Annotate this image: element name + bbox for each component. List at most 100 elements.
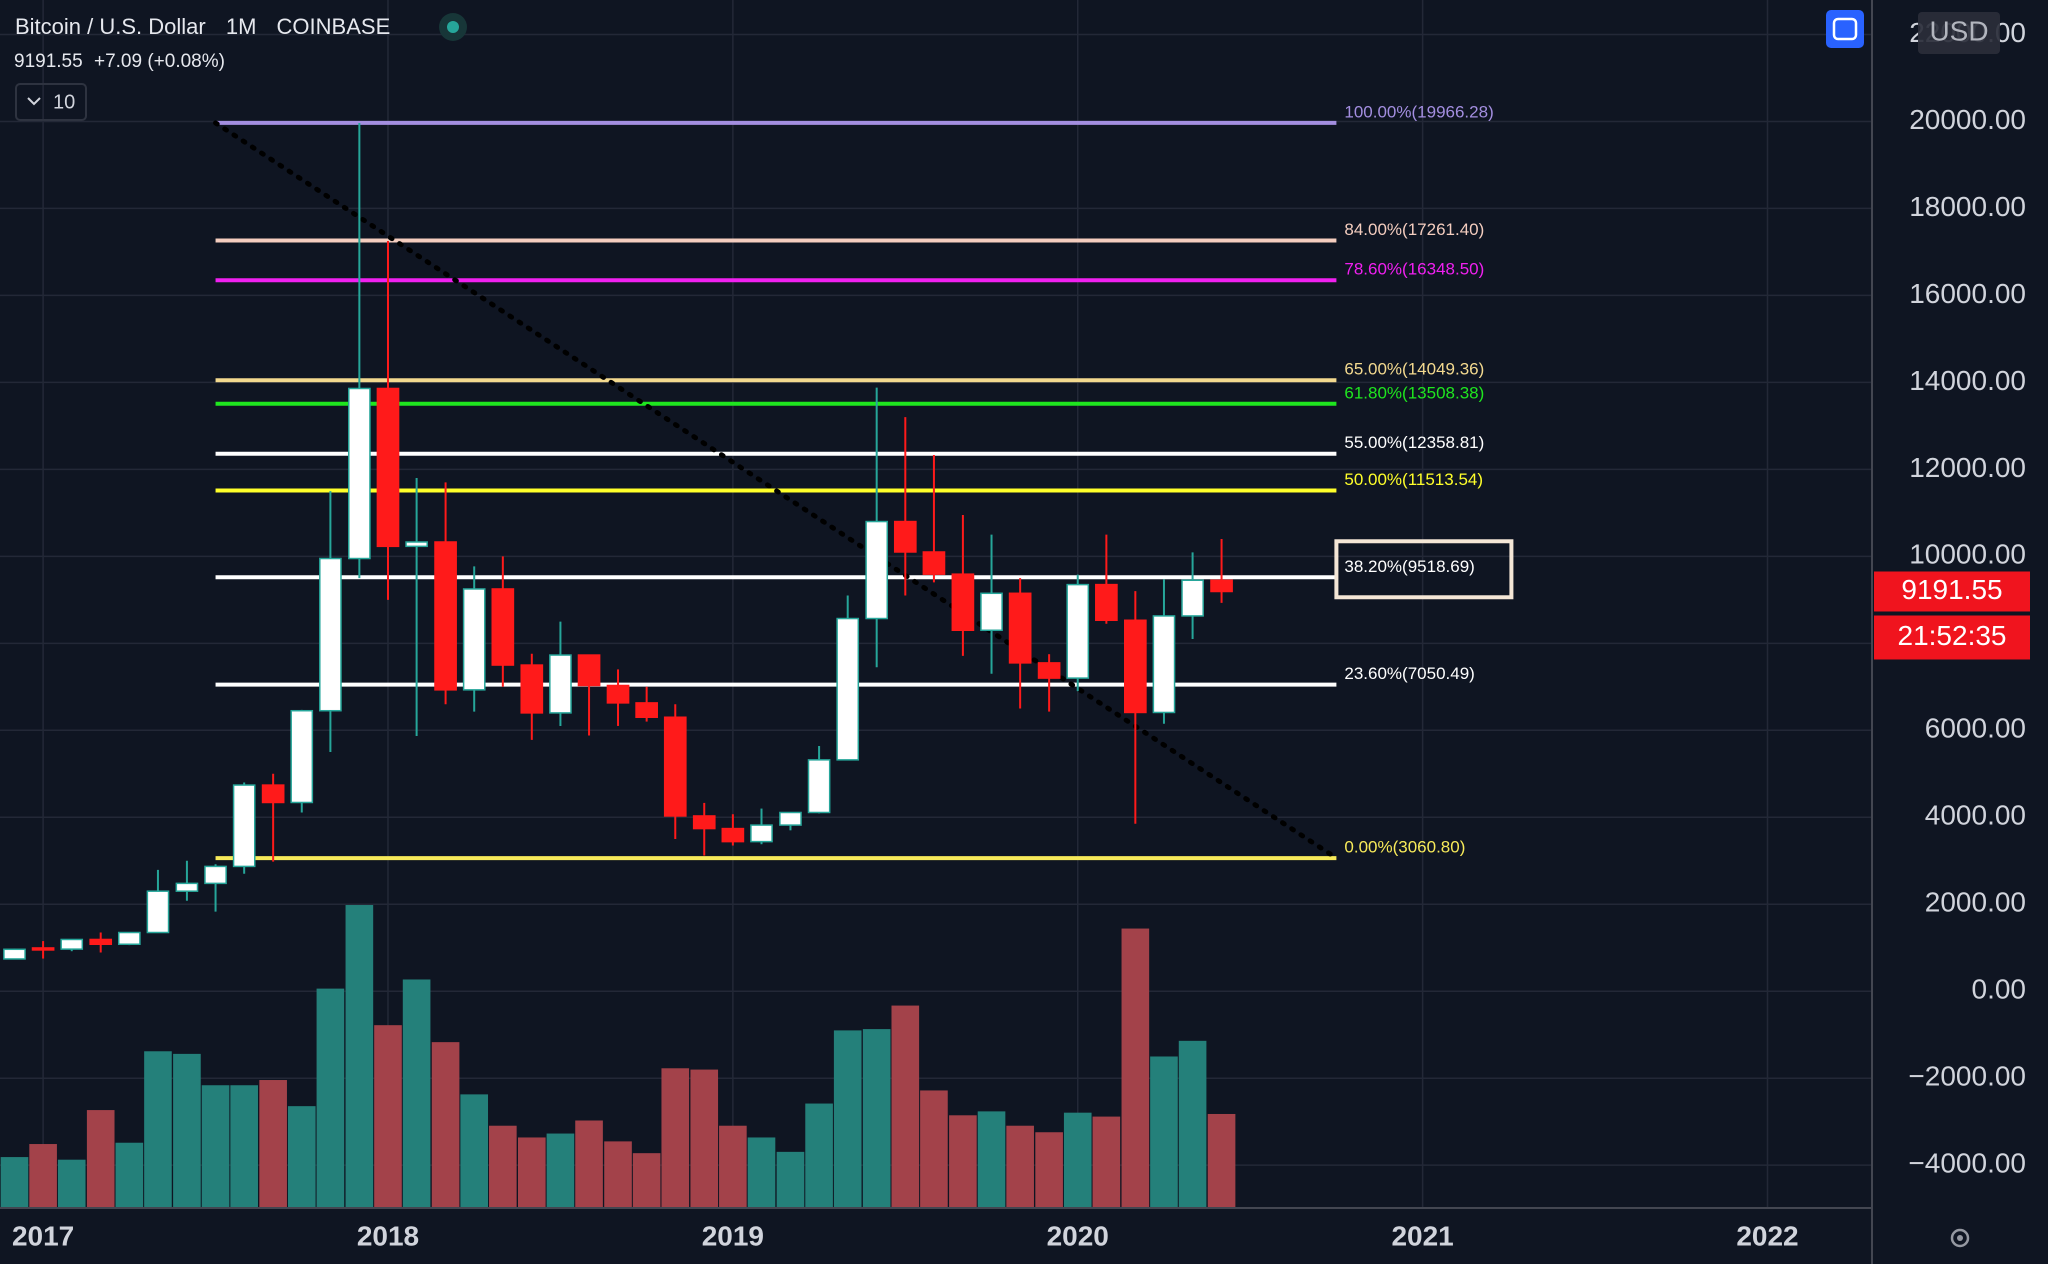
y-tick-label: 4000.00 [1925, 800, 2026, 831]
candle-body [807, 759, 831, 814]
volume-bar [316, 988, 345, 1208]
candle-body [577, 654, 601, 687]
candle-body [434, 541, 457, 691]
x-tick-label: 2019 [702, 1220, 764, 1251]
status-dot [447, 21, 459, 33]
candle-body [204, 865, 227, 885]
candle-body [980, 592, 1003, 632]
volume-bar [0, 1157, 29, 1208]
y-tick-label: 14000.00 [1909, 365, 2026, 396]
candle-body [1210, 579, 1233, 593]
volume-bar [920, 1090, 948, 1208]
volume-bar [1035, 1132, 1063, 1208]
y-tick-label: 16000.00 [1909, 278, 2026, 309]
candle-body [232, 784, 256, 868]
volume-bar [747, 1137, 776, 1208]
candle-body [692, 815, 716, 830]
volume-bar [632, 1153, 661, 1208]
y-tick-label: 20000.00 [1909, 104, 2026, 135]
x-tick-label: 2017 [12, 1220, 74, 1251]
candle-body [922, 551, 946, 575]
exchange: COINBASE [277, 14, 391, 39]
candle-body [520, 664, 544, 714]
volume-bar [546, 1133, 575, 1208]
volume-bar [1150, 1056, 1178, 1208]
candle-body [549, 654, 572, 714]
volume-bar [86, 1110, 115, 1208]
volume-bar [1006, 1125, 1034, 1208]
volume-bar [604, 1141, 632, 1208]
candle-body [1152, 615, 1176, 714]
button-icon [1832, 17, 1858, 41]
volume-bar [489, 1125, 517, 1208]
volume-bar [949, 1115, 977, 1208]
candle-body [1037, 662, 1061, 679]
candle-body [606, 684, 630, 704]
candle-body [1181, 579, 1204, 617]
candle-body [146, 890, 170, 934]
volume-bar [201, 1085, 230, 1208]
candle-body [1095, 583, 1118, 622]
fib-label: 65.00%(14049.36) [1344, 360, 1484, 379]
settings-gear[interactable] [1950, 1228, 1970, 1248]
fib-label: 55.00%(12358.81) [1344, 433, 1484, 452]
candle-body [491, 588, 515, 666]
fib-label: 84.00%(17261.40) [1344, 220, 1484, 239]
volume-bar [29, 1144, 57, 1208]
candle-body [1008, 592, 1032, 664]
volume-bar [460, 1094, 489, 1208]
candle-body [290, 709, 314, 804]
volume-bar [144, 1051, 172, 1208]
y-tick-label: 2000.00 [1925, 887, 2026, 918]
chevron [27, 97, 41, 106]
candle-body [3, 948, 26, 960]
symbol: Bitcoin / U.S. Dollar [15, 14, 206, 39]
candle-body [348, 387, 371, 560]
fib-label: 61.80%(13508.38) [1344, 383, 1484, 402]
grid [0, 0, 1872, 1208]
volume-layer [0, 905, 1236, 1208]
candle-body [462, 588, 486, 691]
volume-bar [833, 1030, 862, 1208]
currency-badge [1918, 12, 2000, 54]
volume-bar [173, 1053, 201, 1208]
candle-body [951, 573, 975, 632]
candle-body [89, 938, 113, 945]
fib-layer: 100.00%(19966.28) 84.00%(17261.40) 78.60%(… [213, 102, 1514, 861]
x-tick-label: 2018 [357, 1220, 419, 1251]
fib-label: 50.00%(11513.54) [1344, 470, 1483, 489]
volume-bar [719, 1125, 747, 1208]
candle-body [893, 520, 917, 553]
settings-gear-center [1957, 1235, 1963, 1241]
y-tick-label: −2000.00 [1908, 1061, 2026, 1092]
y-tick-label: −4000.00 [1908, 1148, 2026, 1179]
price-tag-label: 9191.55 [1901, 574, 2002, 605]
volume-bar [1092, 1116, 1121, 1208]
volume-bar [575, 1120, 603, 1208]
volume-bar [690, 1069, 719, 1208]
candle-body [836, 617, 860, 761]
interval: 1M [226, 14, 257, 39]
indicator-toggle[interactable] [15, 83, 87, 121]
volume-bar [287, 1106, 316, 1208]
currency-label: USD [1929, 15, 1988, 46]
candle-body [319, 557, 342, 712]
volume-bar [345, 905, 374, 1208]
x-tick-label: 2020 [1047, 1220, 1109, 1251]
candle-body [376, 387, 400, 548]
trend-line [213, 120, 1339, 861]
candle-body [1123, 619, 1147, 714]
candle-body [663, 716, 687, 817]
screenshot-button[interactable] [1826, 10, 1864, 48]
candle-body [865, 520, 889, 620]
volume-bar [1121, 928, 1150, 1208]
volume-bar [431, 1042, 460, 1208]
fib-label: 23.60%(7050.49) [1344, 664, 1474, 683]
x-tick-label: 2021 [1391, 1220, 1453, 1251]
candle-body [175, 882, 199, 892]
x-tick-label: 2022 [1736, 1220, 1798, 1251]
volume-bar [805, 1103, 833, 1208]
y-tick-label: 18000.00 [1909, 191, 2026, 222]
